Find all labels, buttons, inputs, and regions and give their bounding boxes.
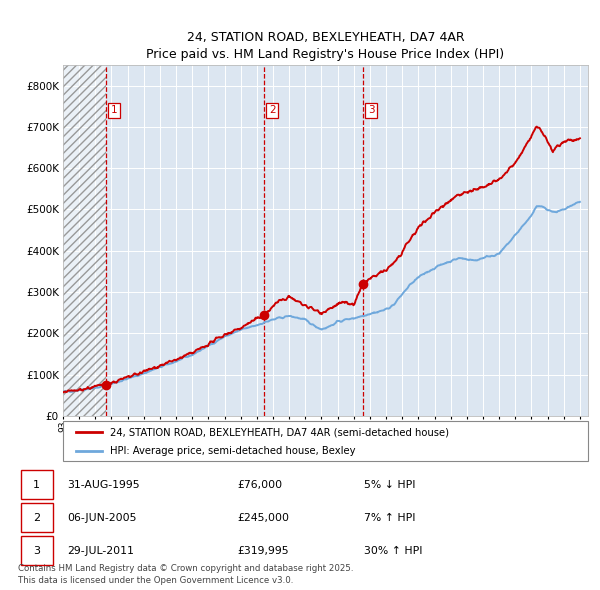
Text: 30% ↑ HPI: 30% ↑ HPI [364,546,422,556]
Text: 31-AUG-1995: 31-AUG-1995 [67,480,140,490]
FancyBboxPatch shape [21,503,53,532]
FancyBboxPatch shape [63,421,588,461]
Text: 3: 3 [33,546,40,556]
Text: 3: 3 [368,106,374,115]
Text: 1: 1 [33,480,40,490]
Text: 1: 1 [111,106,118,115]
Text: £245,000: £245,000 [237,513,289,523]
Text: 5% ↓ HPI: 5% ↓ HPI [364,480,415,490]
Text: 2: 2 [269,106,275,115]
FancyBboxPatch shape [21,536,53,565]
Title: 24, STATION ROAD, BEXLEYHEATH, DA7 4AR
Price paid vs. HM Land Registry's House P: 24, STATION ROAD, BEXLEYHEATH, DA7 4AR P… [146,31,505,61]
Text: £76,000: £76,000 [237,480,282,490]
Text: 7% ↑ HPI: 7% ↑ HPI [364,513,415,523]
Bar [63,65,106,416]
Text: 2: 2 [33,513,40,523]
Text: Contains HM Land Registry data © Crown copyright and database right 2025.
This d: Contains HM Land Registry data © Crown c… [18,565,353,585]
Text: 24, STATION ROAD, BEXLEYHEATH, DA7 4AR (semi-detached house): 24, STATION ROAD, BEXLEYHEATH, DA7 4AR (… [110,428,449,438]
Text: 29-JUL-2011: 29-JUL-2011 [67,546,134,556]
FancyBboxPatch shape [21,470,53,499]
Text: £319,995: £319,995 [237,546,289,556]
Bar [63,65,106,416]
Text: HPI: Average price, semi-detached house, Bexley: HPI: Average price, semi-detached house,… [110,447,356,456]
Text: 06-JUN-2005: 06-JUN-2005 [67,513,136,523]
